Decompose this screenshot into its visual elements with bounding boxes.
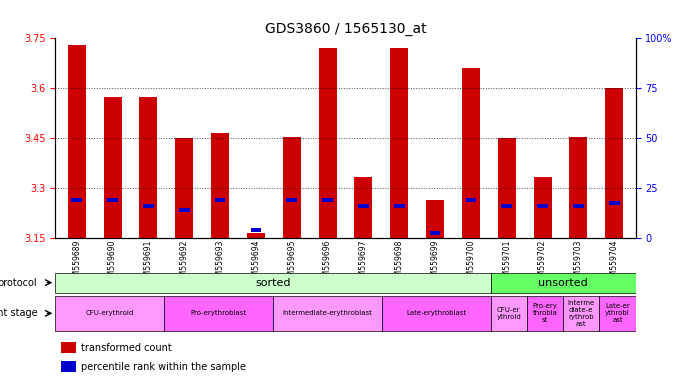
Bar xyxy=(286,198,297,202)
Bar xyxy=(179,208,189,212)
Text: GSM559701: GSM559701 xyxy=(502,240,511,286)
Title: GDS3860 / 1565130_at: GDS3860 / 1565130_at xyxy=(265,22,426,36)
Bar xyxy=(211,133,229,238)
Text: Intermediate-erythroblast: Intermediate-erythroblast xyxy=(283,310,372,316)
Text: GSM559700: GSM559700 xyxy=(466,240,475,286)
Text: GSM559696: GSM559696 xyxy=(323,240,332,286)
Bar xyxy=(462,68,480,238)
Text: GSM559702: GSM559702 xyxy=(538,240,547,286)
Bar xyxy=(251,228,261,232)
Bar xyxy=(533,177,551,238)
Bar xyxy=(176,138,193,238)
Text: Late-erythroblast: Late-erythroblast xyxy=(406,310,466,316)
Bar xyxy=(573,204,584,209)
Bar xyxy=(61,361,75,372)
Bar xyxy=(71,198,82,202)
Bar xyxy=(322,198,333,202)
Bar xyxy=(498,138,515,238)
Bar xyxy=(215,198,225,202)
Text: development stage: development stage xyxy=(0,308,37,318)
Bar xyxy=(61,342,75,353)
Bar xyxy=(502,204,512,209)
Text: transformed count: transformed count xyxy=(82,343,172,353)
Bar xyxy=(605,88,623,238)
Text: sorted: sorted xyxy=(255,278,291,288)
FancyBboxPatch shape xyxy=(381,296,491,331)
Text: unsorted: unsorted xyxy=(538,278,588,288)
Text: CFU-erythroid: CFU-erythroid xyxy=(86,310,134,316)
Text: percentile rank within the sample: percentile rank within the sample xyxy=(82,362,247,372)
Bar xyxy=(283,137,301,238)
Text: GSM559695: GSM559695 xyxy=(287,240,296,286)
Text: GSM559703: GSM559703 xyxy=(574,240,583,286)
FancyBboxPatch shape xyxy=(491,296,527,331)
Text: GSM559697: GSM559697 xyxy=(359,240,368,286)
Bar xyxy=(609,201,620,205)
Text: Pro-erythroblast: Pro-erythroblast xyxy=(191,310,247,316)
Bar xyxy=(140,97,158,238)
Bar xyxy=(319,48,337,238)
Text: GSM559704: GSM559704 xyxy=(609,240,618,286)
Bar xyxy=(143,204,154,209)
FancyBboxPatch shape xyxy=(273,296,381,331)
FancyBboxPatch shape xyxy=(55,273,491,293)
Bar xyxy=(358,204,369,209)
FancyBboxPatch shape xyxy=(491,273,636,293)
Text: Late-er
ythrobl
ast: Late-er ythrobl ast xyxy=(605,303,630,323)
Text: GSM559690: GSM559690 xyxy=(108,240,117,286)
Bar xyxy=(104,97,122,238)
FancyBboxPatch shape xyxy=(164,296,273,331)
Bar xyxy=(537,204,548,209)
Text: protocol: protocol xyxy=(0,278,37,288)
Text: GSM559699: GSM559699 xyxy=(430,240,439,286)
Text: Interme
diate-e
rythrob
ast: Interme diate-e rythrob ast xyxy=(568,300,595,327)
Text: GSM559692: GSM559692 xyxy=(180,240,189,286)
Text: GSM559693: GSM559693 xyxy=(216,240,225,286)
Bar xyxy=(68,45,86,238)
Bar xyxy=(354,177,372,238)
Bar xyxy=(107,198,118,202)
FancyBboxPatch shape xyxy=(527,296,563,331)
Text: Pro-ery
throbla
st: Pro-ery throbla st xyxy=(533,303,558,323)
Text: GSM559698: GSM559698 xyxy=(395,240,404,286)
FancyBboxPatch shape xyxy=(599,296,636,331)
Bar xyxy=(426,200,444,238)
Text: GSM559689: GSM559689 xyxy=(73,240,82,286)
Bar xyxy=(430,231,440,235)
Bar xyxy=(394,204,405,209)
Bar xyxy=(466,198,476,202)
FancyBboxPatch shape xyxy=(55,296,164,331)
Text: GSM559694: GSM559694 xyxy=(252,240,261,286)
Text: GSM559691: GSM559691 xyxy=(144,240,153,286)
Bar xyxy=(390,48,408,238)
Bar xyxy=(247,233,265,238)
FancyBboxPatch shape xyxy=(563,296,599,331)
Text: CFU-er
ythroid: CFU-er ythroid xyxy=(496,307,521,320)
Bar xyxy=(569,137,587,238)
